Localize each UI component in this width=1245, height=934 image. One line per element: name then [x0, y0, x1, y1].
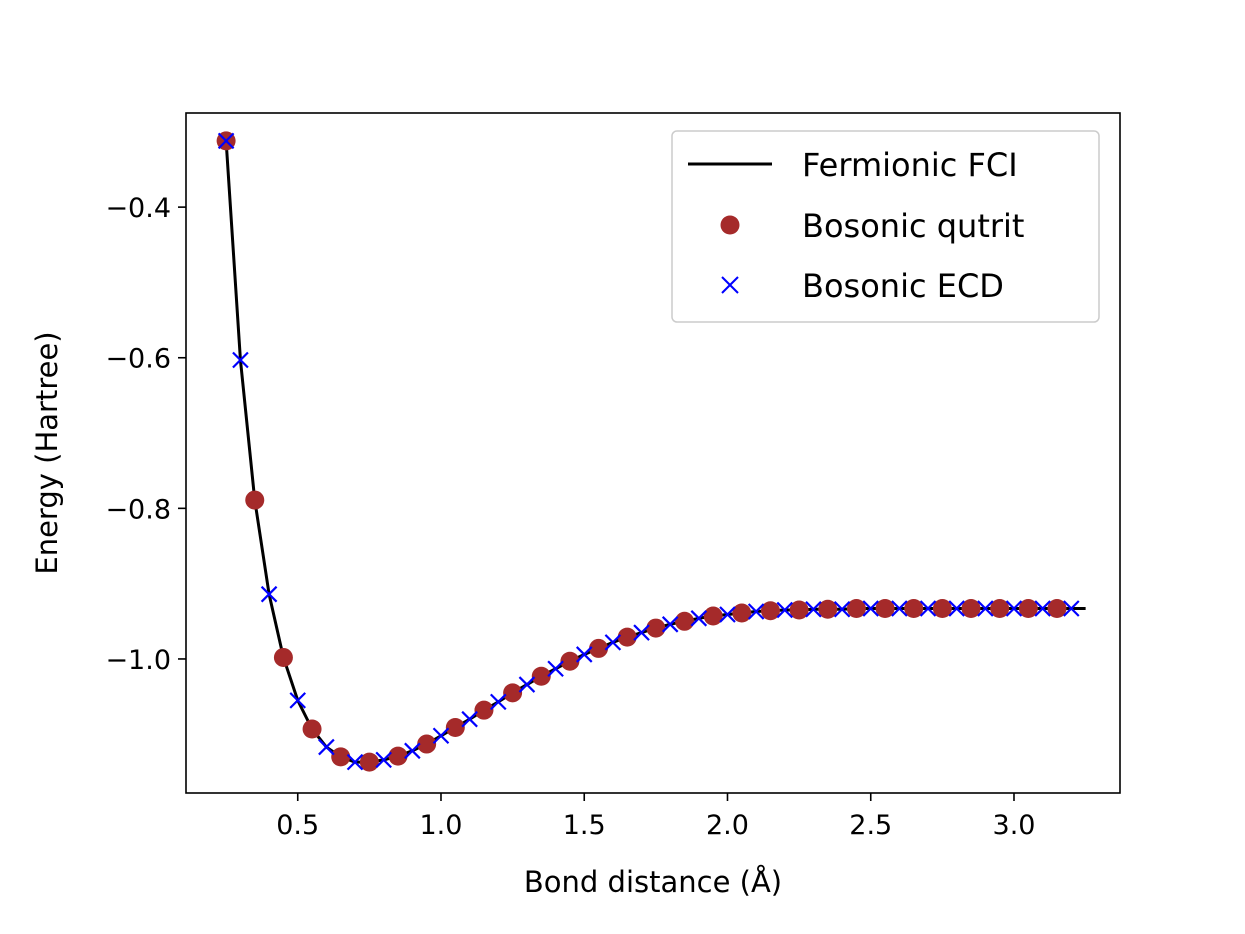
point-bosonic-ecd	[661, 616, 679, 633]
point-bosonic-ecd	[805, 600, 822, 618]
point-bosonic-qutrit	[990, 599, 1010, 619]
point-bosonic-qutrit	[273, 647, 293, 667]
point-bosonic-ecd	[318, 738, 335, 756]
point-bosonic-ecd	[747, 603, 765, 620]
point-bosonic-qutrit	[617, 627, 637, 647]
point-bosonic-ecd	[375, 751, 392, 769]
legend-marker-bosonic-ecd	[721, 276, 739, 294]
x-tick-label: 2.0	[706, 810, 749, 841]
point-bosonic-ecd	[690, 610, 708, 627]
point-bosonic-ecd	[432, 727, 450, 745]
point-bosonic-ecd	[919, 600, 937, 617]
point-bosonic-qutrit	[417, 734, 437, 754]
point-bosonic-ecd	[232, 351, 249, 369]
point-bosonic-ecd	[633, 624, 650, 641]
point-bosonic-ecd	[346, 753, 364, 771]
y-tick-label: −0.6	[105, 344, 171, 375]
point-bosonic-qutrit	[760, 601, 780, 621]
point-bosonic-ecd	[1005, 600, 1023, 617]
point-bosonic-qutrit	[560, 651, 580, 671]
x-tick-label: 0.5	[276, 810, 319, 841]
legend-label-bosonic-qutrit: Bosonic qutrit	[802, 207, 1024, 245]
point-bosonic-qutrit	[388, 746, 408, 766]
y-axis-ticks: −0.4 −0.6 −0.8 −1.0	[105, 193, 186, 676]
x-axis-label: Bond distance (Å)	[524, 865, 782, 899]
point-bosonic-qutrit	[474, 700, 494, 720]
point-bosonic-qutrit	[589, 638, 609, 658]
point-bosonic-qutrit	[445, 717, 465, 737]
point-bosonic-ecd	[776, 601, 794, 619]
point-bosonic-qutrit	[331, 747, 351, 767]
point-bosonic-qutrit	[503, 683, 523, 703]
x-tick-label: 2.5	[849, 810, 892, 841]
point-bosonic-ecd	[490, 693, 507, 711]
point-bosonic-ecd	[1034, 600, 1051, 617]
x-tick-label: 3.0	[993, 810, 1036, 841]
point-bosonic-ecd	[604, 634, 622, 651]
x-tick-label: 1.5	[563, 810, 606, 841]
y-tick-label: −1.0	[105, 645, 171, 676]
point-bosonic-ecd	[719, 606, 736, 623]
x-axis-ticks: 0.5 1.0 1.5 2.0 2.5 3.0	[276, 793, 1035, 841]
point-bosonic-qutrit	[846, 599, 866, 619]
point-bosonic-qutrit	[875, 599, 895, 619]
point-bosonic-ecd	[260, 585, 278, 603]
point-bosonic-ecd	[833, 600, 851, 618]
point-bosonic-ecd	[948, 600, 965, 617]
point-bosonic-qutrit	[1018, 599, 1038, 619]
legend: Fermionic FCI Bosonic qutrit Bosonic ECD	[671, 130, 1100, 323]
legend-frame	[671, 130, 1100, 323]
plot-area	[216, 131, 1086, 772]
legend-label-bosonic-ecd: Bosonic ECD	[802, 267, 1004, 305]
point-bosonic-qutrit	[904, 599, 924, 619]
point-bosonic-qutrit	[961, 599, 981, 619]
point-bosonic-qutrit	[245, 490, 265, 510]
point-bosonic-qutrit	[359, 752, 379, 772]
point-bosonic-ecd	[217, 132, 235, 150]
plot-frame	[185, 112, 1121, 794]
point-bosonic-qutrit	[732, 603, 752, 623]
legend-label-fermionic-fci: Fermionic FCI	[802, 146, 1018, 184]
point-bosonic-qutrit	[1047, 599, 1067, 619]
point-bosonic-qutrit	[646, 618, 666, 638]
point-bosonic-ecd	[404, 742, 421, 760]
point-bosonic-ecd	[547, 660, 564, 678]
point-bosonic-qutrit	[531, 666, 551, 686]
point-bosonic-ecd	[461, 710, 478, 728]
point-bosonic-ecd	[977, 600, 994, 617]
y-tick-label: −0.4	[105, 193, 171, 224]
point-bosonic-qutrit	[818, 599, 838, 619]
point-bosonic-qutrit	[675, 611, 695, 631]
y-tick-label: −0.8	[105, 494, 171, 525]
point-bosonic-qutrit	[302, 719, 322, 739]
point-bosonic-ecd	[862, 600, 880, 617]
point-bosonic-ecd	[518, 676, 536, 693]
point-bosonic-ecd	[891, 600, 908, 617]
point-bosonic-ecd	[1063, 600, 1080, 617]
point-bosonic-ecd	[289, 692, 307, 709]
point-bosonic-ecd	[575, 646, 593, 663]
legend-marker-bosonic-qutrit	[720, 215, 740, 235]
point-bosonic-qutrit	[932, 599, 952, 619]
point-bosonic-qutrit	[789, 600, 809, 620]
x-tick-label: 1.0	[420, 810, 463, 841]
point-bosonic-qutrit	[703, 606, 723, 626]
y-axis-label: Energy (Hartree)	[30, 331, 64, 574]
